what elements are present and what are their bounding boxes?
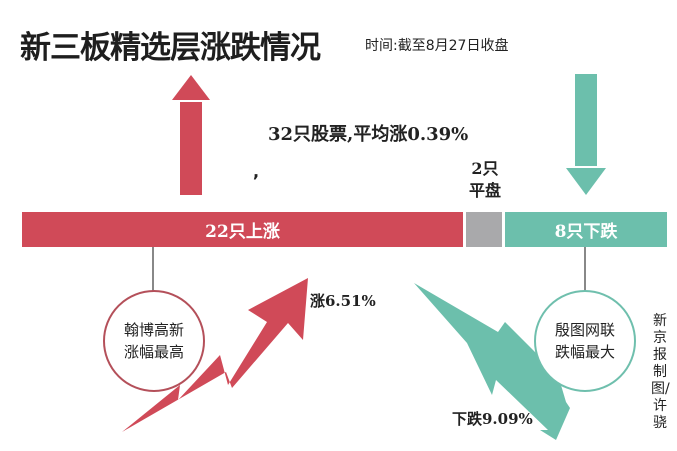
summary-text: 32只股票,平均涨0.39%: [268, 124, 469, 145]
trend-up-arrow-icon: [122, 278, 308, 432]
arrow-down-icon: [566, 74, 606, 195]
down-count-label: 8只下跌: [554, 222, 618, 242]
date-note: 时间:截至8月27日收盘: [365, 38, 509, 54]
top-loser-name: 殷图网联: [554, 321, 615, 339]
bar-segment-flat: [466, 212, 502, 247]
bar-segment-down: 8只下跌: [505, 212, 667, 247]
arrow-up-icon: [172, 75, 210, 195]
top-gainer-bubble: 翰博高新 涨幅最高: [103, 290, 205, 392]
top-gainer-change: 涨6.51%: [310, 292, 376, 310]
top-gainer-name: 翰博高新: [123, 321, 184, 339]
connector-line-left: [152, 247, 154, 291]
top-loser-bubble: 殷图网联 跌幅最大: [534, 290, 636, 392]
bar-segment-up: 22只上涨: [22, 212, 463, 247]
credit-line: 新京报制图/许骁: [651, 313, 670, 431]
flat-count: 2只: [471, 159, 499, 178]
top-loser-caption: 跌幅最大: [554, 343, 615, 361]
stray-comma: ,: [253, 162, 260, 181]
page-title: 新三板精选层涨跌情况: [20, 30, 321, 66]
up-count-label: 22只上涨: [205, 222, 280, 242]
connector-line-right: [584, 247, 586, 291]
flat-count-label: 2只 平盘: [463, 158, 507, 202]
top-gainer-caption: 涨幅最高: [123, 343, 184, 361]
trend-down-arrow-icon: [414, 283, 570, 440]
top-loser-change: 下跌9.09%: [452, 410, 533, 428]
flat-text: 平盘: [468, 181, 501, 200]
